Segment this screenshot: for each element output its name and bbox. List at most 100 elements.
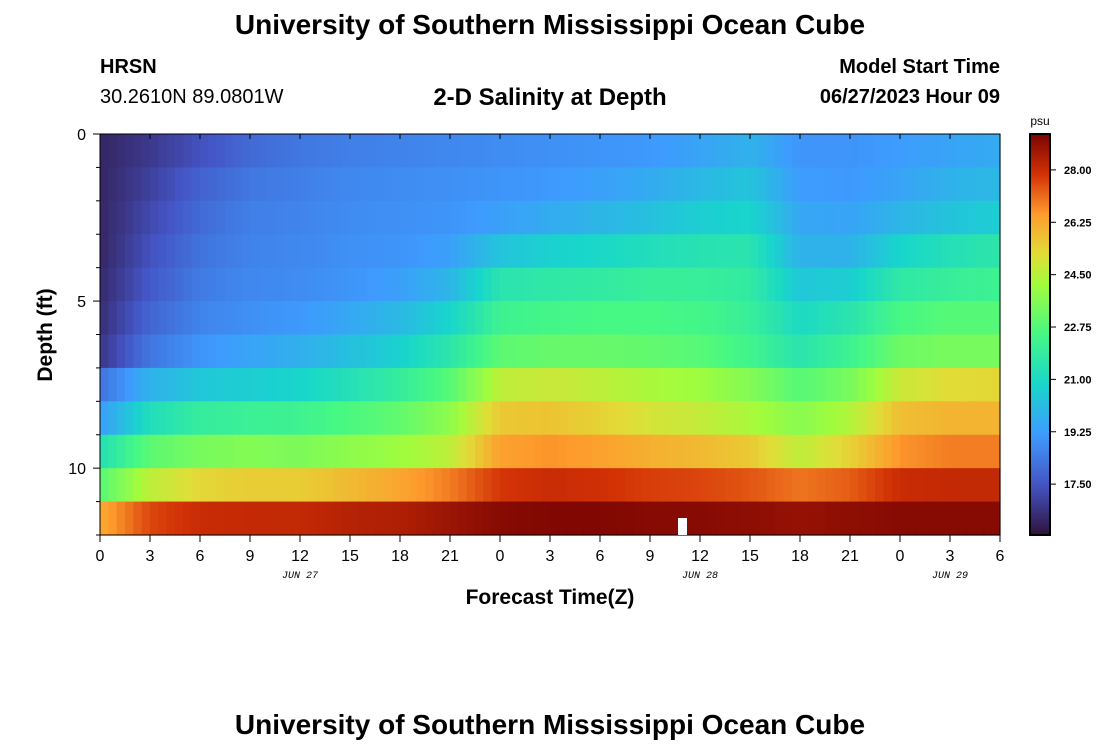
heatmap-cell [833,301,843,336]
heatmap-cell [266,334,276,369]
heatmap-cell [750,234,759,269]
heatmap-cell [608,167,618,202]
heatmap-cell [625,501,634,536]
heatmap-cell [550,134,559,169]
heatmap-cell [858,234,868,269]
heatmap-cell [108,501,118,536]
heatmap-cell [316,134,326,169]
heatmap-cell [225,334,234,369]
heatmap-cell [900,267,909,302]
heatmap-cell [233,167,243,202]
heatmap-cell [625,334,634,369]
heatmap-cell [375,367,384,402]
heatmap-cell [375,301,384,336]
heatmap-cell [966,501,976,536]
heatmap-cell [233,200,243,235]
heatmap-cell [875,167,884,202]
x-tick-label: 6 [996,548,1005,565]
heatmap-cell [925,167,934,202]
model-start-time: 06/27/2023 Hour 09 [819,86,1000,108]
heatmap-cell [733,501,743,536]
heatmap-cell [825,367,834,402]
x-axis-label: Forecast Time(Z) [466,586,635,609]
heatmap-cell [775,200,784,235]
heatmap-cell [666,334,676,369]
heatmap-cell [325,234,334,269]
heatmap-cell [883,167,893,202]
heatmap-cell [508,434,518,469]
heatmap-cell [875,468,884,503]
heatmap-cell [908,267,918,302]
heatmap-cell [683,200,693,235]
heatmap-cell [675,200,684,235]
heatmap-cell [325,200,334,235]
heatmap-cell [216,468,226,503]
heatmap-cell [891,267,901,302]
heatmap-cell [433,234,443,269]
heatmap-cell [158,234,168,269]
heatmap-cell [591,334,601,369]
heatmap-cell [491,434,501,469]
heatmap-cell [891,301,901,336]
heatmap-cell [400,334,409,369]
heatmap-cell [141,401,151,436]
heatmap-cell [225,267,234,302]
heatmap-cell [158,267,168,302]
heatmap-cell [375,468,384,503]
heatmap-cell [908,367,918,402]
heatmap-cell [808,434,818,469]
heatmap-cell [500,334,509,369]
heatmap-cell [291,167,301,202]
heatmap-cell [708,401,718,436]
heatmap-cell [125,301,134,336]
heatmap-cell [700,234,709,269]
heatmap-cell [383,468,393,503]
heatmap-cell [683,167,693,202]
heatmap-cell [600,468,609,503]
heatmap-cell [700,334,709,369]
heatmap-cell [116,501,126,536]
heatmap-cell [458,234,468,269]
heatmap-cell [358,234,368,269]
heatmap-cell [133,167,143,202]
heatmap-cell [233,434,243,469]
heatmap-cell [816,401,826,436]
heatmap-cell [800,468,809,503]
heatmap-cell [875,134,884,169]
heatmap-cell [391,134,401,169]
heatmap-cell [450,334,459,369]
heatmap-cell [733,434,743,469]
heatmap-cell [166,200,176,235]
heatmap-cell [183,334,193,369]
heatmap-cell [316,468,326,503]
heatmap-cell [791,367,801,402]
heatmap-cell [108,334,118,369]
heatmap-cell [250,501,259,536]
heatmap-cell [191,267,201,302]
heatmap-cell [908,401,918,436]
heatmap-cell [466,301,476,336]
heatmap-cell [966,401,976,436]
heatmap-cell [708,334,718,369]
heatmap-cell [558,501,568,536]
heatmap-cell [766,401,776,436]
heatmap-cell [825,468,834,503]
heatmap-cell [475,234,484,269]
heatmap-cell [675,267,684,302]
heatmap-cell [250,434,259,469]
heatmap-cell [983,501,993,536]
heatmap-cell [516,401,526,436]
heatmap-cell [458,334,468,369]
heatmap-cell [133,267,143,302]
heatmap-cell [658,234,668,269]
heatmap-cell [825,334,834,369]
heatmap-cell [125,167,134,202]
heatmap-cell [241,367,251,402]
heatmap-cell [833,334,843,369]
heatmap-cell [850,301,859,336]
heatmap-cell [100,501,109,536]
heatmap-cell [625,200,634,235]
heatmap-cell [258,334,268,369]
heatmap-cell [983,434,993,469]
heatmap-cell [808,234,818,269]
